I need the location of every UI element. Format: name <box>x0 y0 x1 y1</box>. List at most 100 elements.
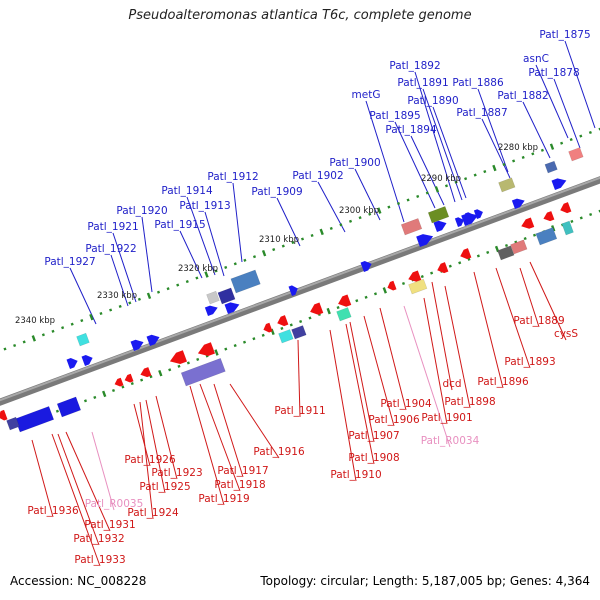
gene-feature[interactable] <box>561 220 574 236</box>
gene-arrow[interactable] <box>473 208 485 219</box>
gene-feature[interactable] <box>291 325 307 340</box>
gene-label[interactable]: Patl_1915 <box>154 219 205 231</box>
gene-feature[interactable] <box>336 307 352 322</box>
gene-arrow[interactable] <box>551 176 569 190</box>
gene-label[interactable]: Patl_1902 <box>292 170 343 182</box>
gene-label[interactable]: Patl_1896 <box>477 376 529 388</box>
gene-label[interactable]: Patl_1907 <box>348 430 399 442</box>
gene-label[interactable]: Patl_1910 <box>330 469 381 481</box>
gene-feature[interactable] <box>230 269 261 294</box>
gene-arrow[interactable] <box>139 367 152 379</box>
gene-arrow[interactable] <box>436 262 449 275</box>
gene-arrow[interactable] <box>542 211 555 223</box>
gene-feature[interactable] <box>510 239 528 255</box>
gene-arrow[interactable] <box>288 284 300 296</box>
gene-arrow[interactable] <box>360 259 374 272</box>
gene-label[interactable]: Patl_1922 <box>85 243 136 255</box>
gene-arrow[interactable] <box>386 280 397 292</box>
gene-label[interactable]: dcd <box>442 378 461 390</box>
gene-label[interactable]: Patl_1911 <box>274 405 325 417</box>
gene-arrow[interactable] <box>113 377 124 388</box>
gene-label[interactable]: Patl_1887 <box>456 107 507 119</box>
gene-feature[interactable] <box>76 332 90 347</box>
gene-arrow[interactable] <box>433 218 449 232</box>
gene-arrow[interactable] <box>559 202 572 215</box>
gene-feature[interactable] <box>278 329 294 344</box>
gene-feature[interactable] <box>6 416 20 431</box>
gene-arrow[interactable] <box>262 322 273 334</box>
gene-label[interactable]: Patl_1916 <box>253 446 305 458</box>
gene-label[interactable]: Patl_1909 <box>251 186 302 198</box>
gene-arrow[interactable] <box>130 337 146 351</box>
gene-arrow[interactable] <box>224 300 242 314</box>
gene-label[interactable]: Patl_1898 <box>444 396 495 408</box>
gene-label[interactable]: Patl_1878 <box>528 67 579 79</box>
gene-label[interactable]: Patl_R0035 <box>85 498 144 510</box>
gene-label[interactable]: Patl_1875 <box>539 29 590 41</box>
gene-label[interactable]: Patl_1918 <box>214 479 265 491</box>
gene-label[interactable]: Patl_1904 <box>380 398 432 410</box>
gene-arrow[interactable] <box>511 196 526 209</box>
gene-feature[interactable] <box>408 278 428 295</box>
gene-feature[interactable] <box>427 206 450 224</box>
gene-feature[interactable] <box>56 396 82 418</box>
gene-arrow[interactable] <box>464 211 476 222</box>
gene-arrow[interactable] <box>66 356 80 369</box>
gene-arrow[interactable] <box>123 373 134 384</box>
gene-arrow[interactable] <box>168 350 188 367</box>
gene-label[interactable]: metG <box>352 89 381 101</box>
gene-label[interactable]: Patl_1927 <box>44 256 95 268</box>
gene-label[interactable]: Patl_1893 <box>504 356 555 368</box>
gene-label[interactable]: Patl_1921 <box>87 221 138 233</box>
gene-label[interactable]: asnC <box>523 53 549 65</box>
gene-arrow[interactable] <box>336 294 352 309</box>
gene-feature[interactable] <box>497 245 515 261</box>
gene-label[interactable]: Patl_1890 <box>407 95 458 107</box>
gene-feature[interactable] <box>206 290 220 305</box>
gene-label[interactable]: Patl_1892 <box>389 60 440 72</box>
gene-feature[interactable] <box>535 227 558 246</box>
gene-label[interactable]: Patl_1931 <box>84 519 135 531</box>
gene-feature[interactable] <box>400 218 423 236</box>
gene-label[interactable]: Patl_1901 <box>421 412 472 424</box>
gene-arrow[interactable] <box>204 303 219 316</box>
gene-label[interactable]: Patl_1894 <box>385 124 437 136</box>
gene-label[interactable]: Patl_1932 <box>73 533 124 545</box>
gene-label[interactable]: Patl_1891 <box>397 77 448 89</box>
gene-feature[interactable] <box>498 177 516 193</box>
gene-arrow[interactable] <box>416 231 435 247</box>
gene-label[interactable]: Patl_1920 <box>116 205 167 217</box>
gene-arrow[interactable] <box>459 248 472 261</box>
gene-label[interactable]: Patl_1914 <box>161 185 213 197</box>
gene-label[interactable]: Patl_1882 <box>497 90 548 102</box>
gene-label[interactable]: cysS <box>554 328 578 340</box>
gene-label[interactable]: Patl_1936 <box>27 505 79 517</box>
gene-arrow[interactable] <box>81 353 95 366</box>
gene-label[interactable]: Patl_1919 <box>198 493 249 505</box>
gene-arrow[interactable] <box>407 270 422 284</box>
gene-arrow[interactable] <box>520 217 535 231</box>
gene-label[interactable]: Patl_1886 <box>452 77 504 89</box>
gene-arrow[interactable] <box>276 315 289 328</box>
gene-feature[interactable] <box>14 406 55 433</box>
gene-label[interactable]: Patl_R0034 <box>421 435 480 447</box>
gene-label[interactable]: Patl_1895 <box>369 110 420 122</box>
gene-label[interactable]: Patl_1889 <box>513 315 564 327</box>
gene-label[interactable]: Patl_1923 <box>151 467 202 479</box>
gene-arrow[interactable] <box>308 302 324 317</box>
gene-arrow[interactable] <box>196 342 216 359</box>
gene-label[interactable]: Patl_1912 <box>207 171 258 183</box>
gene-feature[interactable] <box>568 147 584 162</box>
gene-feature[interactable] <box>544 160 558 174</box>
gene-feature[interactable] <box>180 357 226 387</box>
gene-feature[interactable] <box>217 287 236 305</box>
gene-label[interactable]: Patl_1906 <box>368 414 420 426</box>
gene-label[interactable]: Patl_1900 <box>329 157 380 169</box>
gene-label[interactable]: Patl_1924 <box>127 507 179 519</box>
gene-arrow[interactable] <box>0 409 8 422</box>
gene-arrow[interactable] <box>146 332 162 346</box>
gene-arrow[interactable] <box>454 216 466 227</box>
gene-label[interactable]: Patl_1917 <box>217 465 268 477</box>
gene-label[interactable]: Patl_1908 <box>348 452 399 464</box>
gene-label[interactable]: Patl_1913 <box>179 200 230 212</box>
